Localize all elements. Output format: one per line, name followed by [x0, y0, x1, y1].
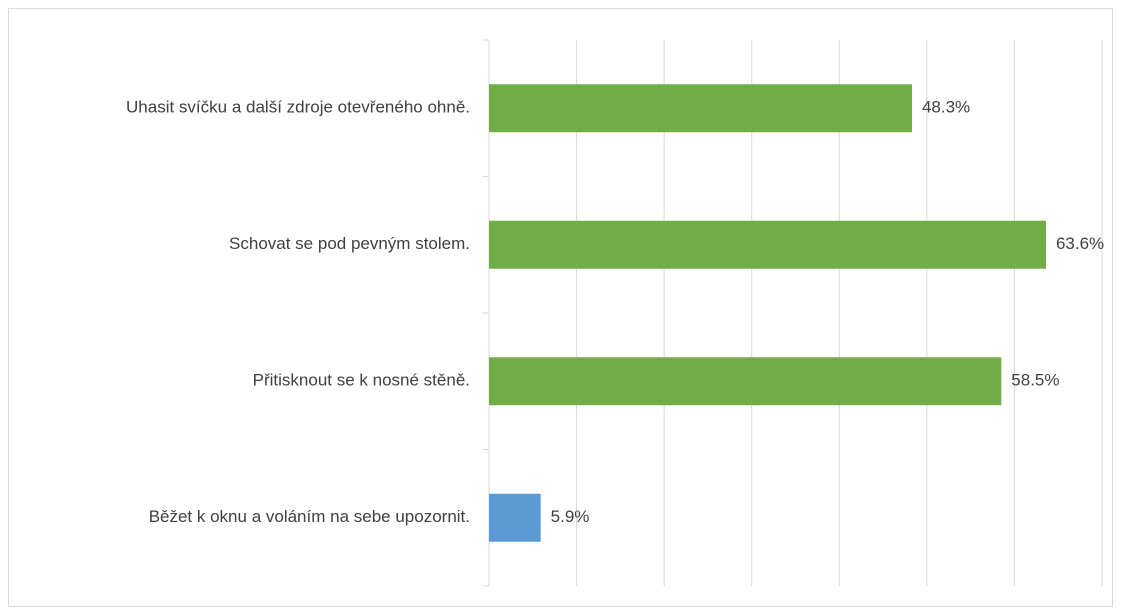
y-tick-label: Schovat se pod pevným stolem.: [229, 234, 470, 253]
data-label: 5.9%: [551, 507, 590, 526]
data-label: 48.3%: [922, 98, 970, 117]
data-label: 58.5%: [1011, 371, 1059, 390]
y-tick-label: Běžet k oknu a voláním na sebe upozornit…: [149, 507, 470, 526]
bar: [489, 220, 1046, 269]
bar: [489, 357, 1002, 406]
data-label: 63.6%: [1056, 234, 1104, 253]
y-tick-label: Uhasit svíčku a další zdroje otevřeného …: [126, 98, 470, 117]
bar: [489, 84, 912, 133]
bar: [489, 493, 541, 542]
y-tick-label: Přitisknout se k nosné stěně.: [253, 371, 470, 390]
